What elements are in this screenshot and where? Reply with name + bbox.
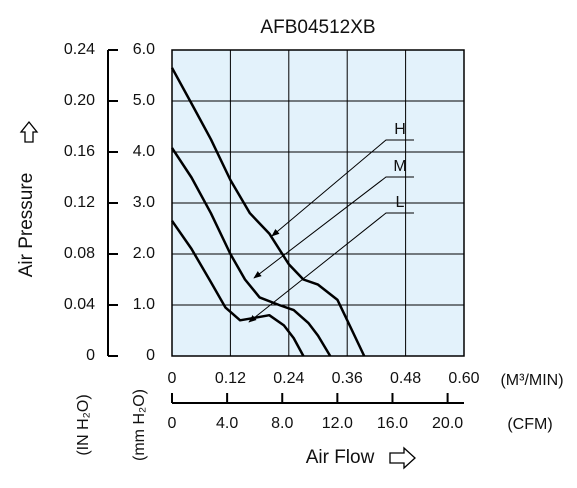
y-tick-label: 0 xyxy=(146,347,155,364)
y2-unit: (IN H₂O) xyxy=(75,394,92,455)
curve-label: H xyxy=(394,121,406,138)
x-tick-label: 0.36 xyxy=(332,370,363,387)
x-axis-title: Air Flow xyxy=(306,447,375,468)
curve xyxy=(170,147,332,357)
x-tick-label: 0.48 xyxy=(390,370,421,387)
x-tick-label: 0.12 xyxy=(215,370,246,387)
x2-unit: (CFM) xyxy=(507,416,552,433)
x-tick-label: 0.60 xyxy=(448,370,479,387)
x-unit: (M³/MIN) xyxy=(500,372,563,389)
y2-tick-label: 0.24 xyxy=(64,41,95,58)
x2-tick-label: 4.0 xyxy=(216,415,238,432)
x2-tick-label: 20.0 xyxy=(432,415,463,432)
x2-tick-label: 12.0 xyxy=(322,415,353,432)
leader-line xyxy=(271,139,414,237)
y-tick-label: 3.0 xyxy=(133,194,155,211)
x2-tick-label: 8.0 xyxy=(271,415,293,432)
y2-tick-label: 0.08 xyxy=(64,245,95,262)
curve xyxy=(170,67,366,357)
y-tick-label: 6.0 xyxy=(133,41,155,58)
right-arrow-icon xyxy=(389,446,416,470)
y-axis-title: Air Pressure xyxy=(16,173,37,278)
x-tick-label: 0 xyxy=(168,370,177,387)
y-tick-label: 4.0 xyxy=(133,143,155,160)
leader-line xyxy=(248,212,414,323)
up-arrow-icon xyxy=(19,120,39,143)
y-tick-label: 2.0 xyxy=(133,245,155,262)
y-unit: (mm H₂O) xyxy=(131,389,148,461)
curve xyxy=(170,220,305,357)
x2-tick-label: 0 xyxy=(168,415,177,432)
y2-tick-label: 0.20 xyxy=(64,92,95,109)
y2-tick-label: 0.04 xyxy=(64,296,95,313)
curve-label: M xyxy=(393,158,406,175)
chart-title: AFB04512XB xyxy=(260,17,375,38)
y2-tick-label: 0.16 xyxy=(64,143,95,160)
y2-tick-label: 0.12 xyxy=(64,194,95,211)
y2-tick-label: 0 xyxy=(86,347,95,364)
y-tick-label: 5.0 xyxy=(133,92,155,109)
x2-tick-label: 16.0 xyxy=(377,415,408,432)
x-tick-label: 0.24 xyxy=(273,370,304,387)
y-tick-label: 1.0 xyxy=(133,296,155,313)
curve-label: L xyxy=(396,194,405,211)
leader-line xyxy=(253,176,414,279)
